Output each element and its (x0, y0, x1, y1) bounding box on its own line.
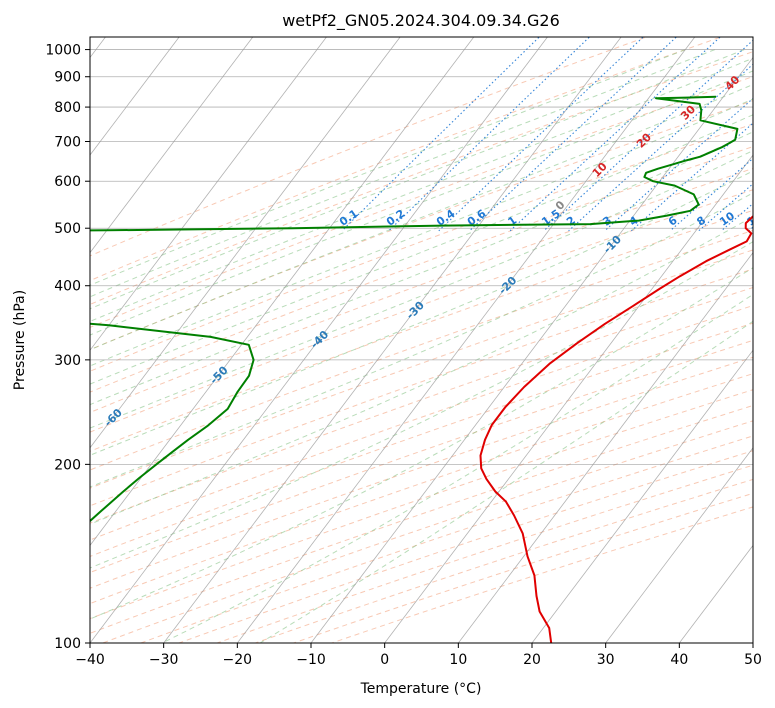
mixing-ratio-line (438, 37, 645, 232)
x-tick-label: −30 (149, 652, 179, 668)
moist-adiabat-line (90, 49, 686, 286)
x-tick-label: 20 (523, 652, 541, 668)
mixing-ratio-label: 16 (767, 209, 775, 229)
x-axis-title: Temperature (°C) (360, 681, 482, 697)
dry-adiabat-line (90, 249, 753, 489)
isotherm-line (90, 37, 254, 254)
moist-adiabat-line (90, 192, 753, 488)
isotherm-line (384, 154, 753, 643)
dry-adiabat-line (90, 286, 753, 524)
isotherm-line (310, 56, 753, 643)
isotherm-line (458, 251, 753, 643)
y-tick-label: 600 (54, 174, 81, 190)
y-tick-label: 900 (54, 70, 81, 86)
moist-adiabat-line (90, 70, 753, 336)
plot-background (90, 37, 753, 643)
plot-frame (89, 36, 754, 644)
series-layer (90, 95, 753, 643)
y-tick-label: 200 (54, 457, 81, 473)
y-tick-label: 500 (54, 221, 81, 237)
moist-adiabat-line (90, 114, 753, 385)
y-tick-label: 100 (54, 636, 81, 652)
mixing-ratio-line (698, 183, 753, 232)
moist-adiabat-line (90, 241, 753, 569)
dry-adiabat-line (90, 76, 753, 328)
dry-adiabat-line (90, 305, 753, 541)
isotherm-line (163, 37, 622, 643)
y-axis-title: Pressure (hPa) (12, 290, 28, 390)
moist-adiabat-line (90, 170, 753, 456)
moist-adiabat-line (90, 49, 745, 310)
moist-adiabat-line (90, 57, 753, 322)
isotherm-line (752, 642, 753, 643)
isotherm-line (531, 349, 753, 643)
isotherm-line (90, 37, 401, 449)
isotherm-line (90, 37, 180, 156)
isotherm-line (90, 37, 548, 643)
y-tick-label: 700 (54, 134, 81, 150)
tick-layer: −40 −30 −20 −10 0 10 20 30 40 50 1000 900 800 700 600 5… (45, 43, 762, 668)
moist-adiabat-line (90, 83, 753, 351)
x-tick-label: −40 (75, 652, 105, 668)
isotherm-label: -70 (0, 457, 13, 480)
dry-adiabat-line (90, 189, 753, 433)
mixing-ratio-line (341, 37, 541, 232)
dry-adiabat-line (90, 229, 753, 471)
mixing-ratio-line (543, 39, 753, 232)
y-tick-label: 800 (54, 100, 81, 116)
mixing-ratio-line (604, 97, 753, 232)
y-tick-label: 400 (54, 279, 81, 295)
x-tick-label: 40 (670, 652, 688, 668)
x-tick-label: 0 (380, 652, 389, 668)
dry-adiabat-line (90, 100, 753, 351)
dry-adiabat-line (90, 146, 753, 393)
x-tick-label: 30 (597, 652, 615, 668)
moist-adiabat-line (90, 216, 753, 525)
grid-layer (90, 35, 775, 643)
moist-adiabat-line (90, 49, 715, 298)
y-tick-label: 1000 (45, 43, 81, 59)
moist-adiabat-line (90, 150, 753, 429)
x-tick-label: −20 (223, 652, 253, 668)
moist-adiabat-line (259, 320, 753, 643)
series-line (90, 95, 739, 523)
mixing-ratio-line (771, 35, 775, 231)
dry-adiabat-line (90, 356, 753, 589)
dry-adiabat-line (90, 389, 753, 620)
isotherm-line (605, 447, 753, 643)
isotherm-line (90, 37, 327, 351)
isotherm-line (237, 37, 696, 643)
x-tick-label: 50 (744, 652, 762, 668)
series-line (479, 214, 753, 643)
dry-adiabat-line (90, 37, 648, 257)
isotherm-line (90, 37, 475, 547)
chart-title: wetPf2_GN05.2024.304.09.34.G26 (282, 11, 560, 31)
moist-adiabat-line (90, 267, 753, 620)
mixing-ratio-line (469, 37, 678, 232)
moist-adiabat-line (90, 131, 753, 406)
x-tick-label: 10 (449, 652, 467, 668)
x-tick-label: −10 (296, 652, 326, 668)
y-tick-label: 300 (54, 353, 81, 369)
